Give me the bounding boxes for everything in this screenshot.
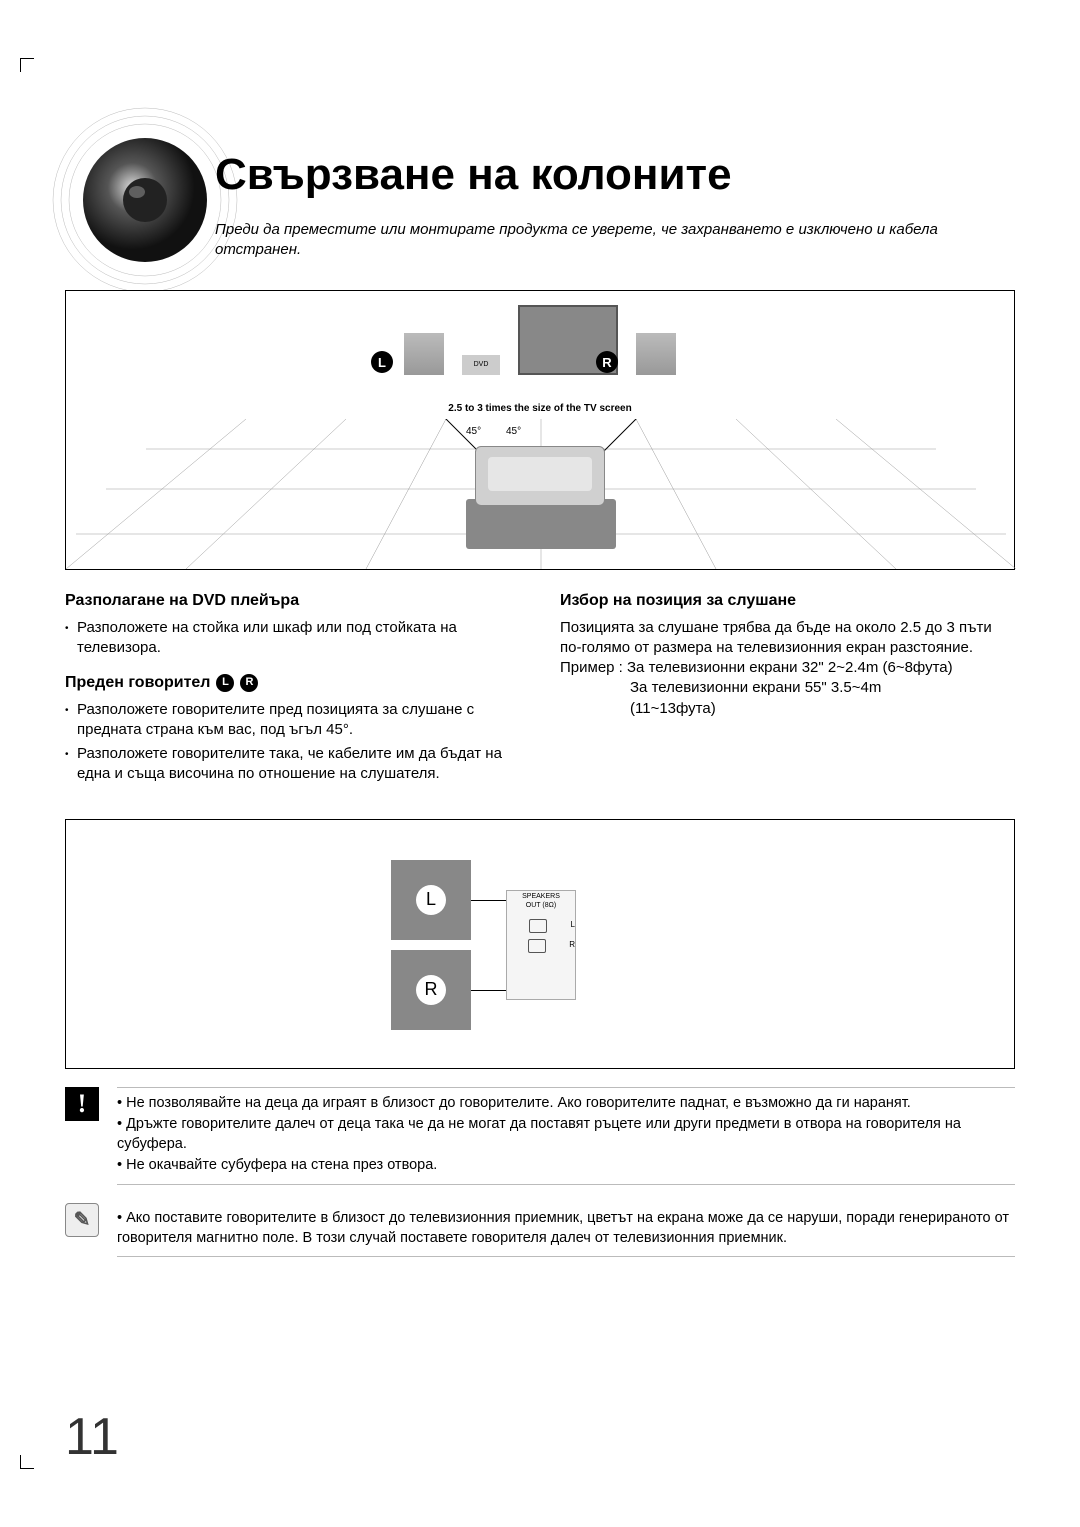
paragraph: (11~13фута) <box>560 699 1015 719</box>
front-speaker-label: Преден говорител <box>65 672 210 694</box>
page-number: 11 <box>65 1407 119 1467</box>
warning-icon: ! <box>65 1087 99 1121</box>
tv-unit: DVD <box>404 305 676 375</box>
dvd-box: DVD <box>462 355 500 375</box>
connection-diagram: L R SPEAKERS OUT (8Ω) L R <box>65 819 1015 1069</box>
warning-text: • Дръжте говорителите далеч от деца така… <box>117 1115 1015 1154</box>
port-l-label: L <box>571 920 575 929</box>
speaker-r-label: R <box>416 975 446 1005</box>
angle-right-label: 45° <box>506 426 521 437</box>
note-body: • Ако поставите говорителите в близост д… <box>117 1203 1015 1257</box>
right-speaker-icon <box>636 333 676 375</box>
couch-icon <box>475 446 605 506</box>
text-columns: Разполагане на DVD плейъра Разположете н… <box>65 590 1015 789</box>
mini-badge-r-icon: R <box>240 674 258 692</box>
mini-badge-l-icon: L <box>216 674 234 692</box>
left-column: Разполагане на DVD плейъра Разположете н… <box>65 590 520 789</box>
speaker-l-label: L <box>416 885 446 915</box>
speaker-l-box: L <box>391 860 471 940</box>
warning-body: • Не позволявайте на деца да играят в бл… <box>117 1087 1015 1185</box>
speaker-r-box: R <box>391 950 471 1030</box>
speaker-decorative-icon <box>45 100 245 300</box>
listening-position-heading: Избор на позиция за слушане <box>560 590 1015 612</box>
paragraph: Пример : За телевизионни екрани 32" 2~2.… <box>560 658 1015 678</box>
left-speaker-icon <box>404 333 444 375</box>
connector-line <box>471 990 506 991</box>
amplifier-box: SPEAKERS OUT (8Ω) L R <box>506 890 576 1000</box>
list-item: Разположете на стойка или шкаф или под с… <box>65 618 520 659</box>
paragraph: За телевизионни екрани 55" 3.5~4m <box>560 678 1015 698</box>
warning-text: • Не окачвайте субуфера на стена през от… <box>117 1156 1015 1176</box>
note-icon: ✎ <box>65 1203 99 1237</box>
right-column: Избор на позиция за слушане Позицията за… <box>560 590 1015 789</box>
crop-mark-tl <box>20 58 34 72</box>
amp-label-1: SPEAKERS <box>507 893 575 900</box>
note-block: ✎ • Ако поставите говорителите в близост… <box>65 1203 1015 1257</box>
placement-diagram: DVD L R 2.5 to 3 times the size of the T… <box>65 290 1015 570</box>
page-subtitle: Преди да преместите или монтирате продук… <box>215 220 995 259</box>
port-icon <box>529 919 547 933</box>
badge-l-icon: L <box>371 351 393 373</box>
header: Свързване на колоните Преди да преместит… <box>65 70 1015 260</box>
screen-size-label: 2.5 to 3 times the size of the TV screen <box>448 403 631 414</box>
page-title: Свързване на колоните <box>215 150 732 200</box>
page-content: Свързване на колоните Преди да преместит… <box>65 70 1015 1257</box>
note-text: • Ако поставите говорителите в близост д… <box>117 1209 1015 1248</box>
badge-r-icon: R <box>596 351 618 373</box>
crop-mark-bl <box>20 1455 34 1469</box>
dvd-placement-heading: Разполагане на DVD плейъра <box>65 590 520 612</box>
warning-block: ! • Не позволявайте на деца да играят в … <box>65 1087 1015 1185</box>
port-r-label: R <box>569 940 575 949</box>
angle-left-label: 45° <box>466 426 481 437</box>
connector-line <box>471 900 506 901</box>
warning-text: • Не позволявайте на деца да играят в бл… <box>117 1094 1015 1114</box>
amp-label-2: OUT (8Ω) <box>507 902 575 909</box>
paragraph: Позицията за слушане трябва да бъде на о… <box>560 618 1015 659</box>
list-item: Разположете говорителите така, че кабели… <box>65 744 520 785</box>
front-speaker-heading: Преден говорител L R <box>65 672 520 694</box>
list-item: Разположете говорителите пред позицията … <box>65 700 520 741</box>
port-icon <box>528 939 546 953</box>
